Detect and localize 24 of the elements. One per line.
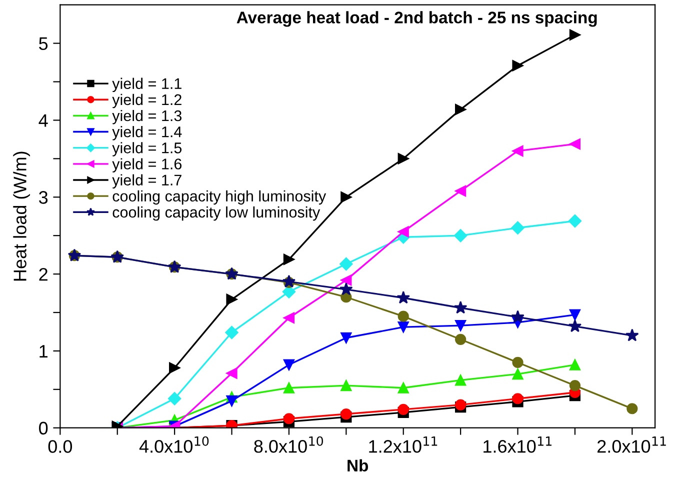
legend-label: yield = 1.5: [112, 142, 182, 156]
x-tick-label: 2.0x10$^{11}$: [598, 436, 666, 453]
y-axis-title: Heat load (W/m): [13, 152, 30, 281]
x-tick-label: 1.6x10$^{11}$: [484, 436, 552, 453]
y-tick-label: 2: [39, 268, 48, 281]
legend-label: yield = 1.3: [112, 110, 182, 124]
x-axis-title: Nb: [348, 459, 368, 472]
chart-title: Average heat load - 2nd batch - 25 ns spacing: [236, 11, 597, 27]
legend-label: yield = 1.1: [112, 78, 182, 92]
x-tick-label: 4.0x10$^{10}$: [139, 436, 209, 453]
x-tick-label: 0.0: [48, 440, 72, 453]
legend-label: yield = 1.2: [112, 94, 182, 108]
y-tick-label: 3: [39, 191, 48, 204]
legend-label: yield = 1.4: [112, 126, 182, 140]
legend-label: yield = 1.6: [112, 158, 182, 172]
legend-label: cooling capacity high luminosity: [112, 190, 326, 205]
x-tick-label: 8.0x10$^{10}$: [254, 436, 324, 453]
legend-label: cooling capacity low luminosity: [112, 206, 320, 221]
y-tick-label: 0: [39, 422, 48, 435]
y-tick-label: 5: [39, 37, 48, 50]
y-tick-label: 4: [38, 114, 48, 127]
y-tick-label: 1: [40, 345, 48, 358]
x-tick-label: 1.2x10$^{11}$: [369, 436, 438, 453]
legend-label: yield = 1.7: [112, 174, 182, 189]
